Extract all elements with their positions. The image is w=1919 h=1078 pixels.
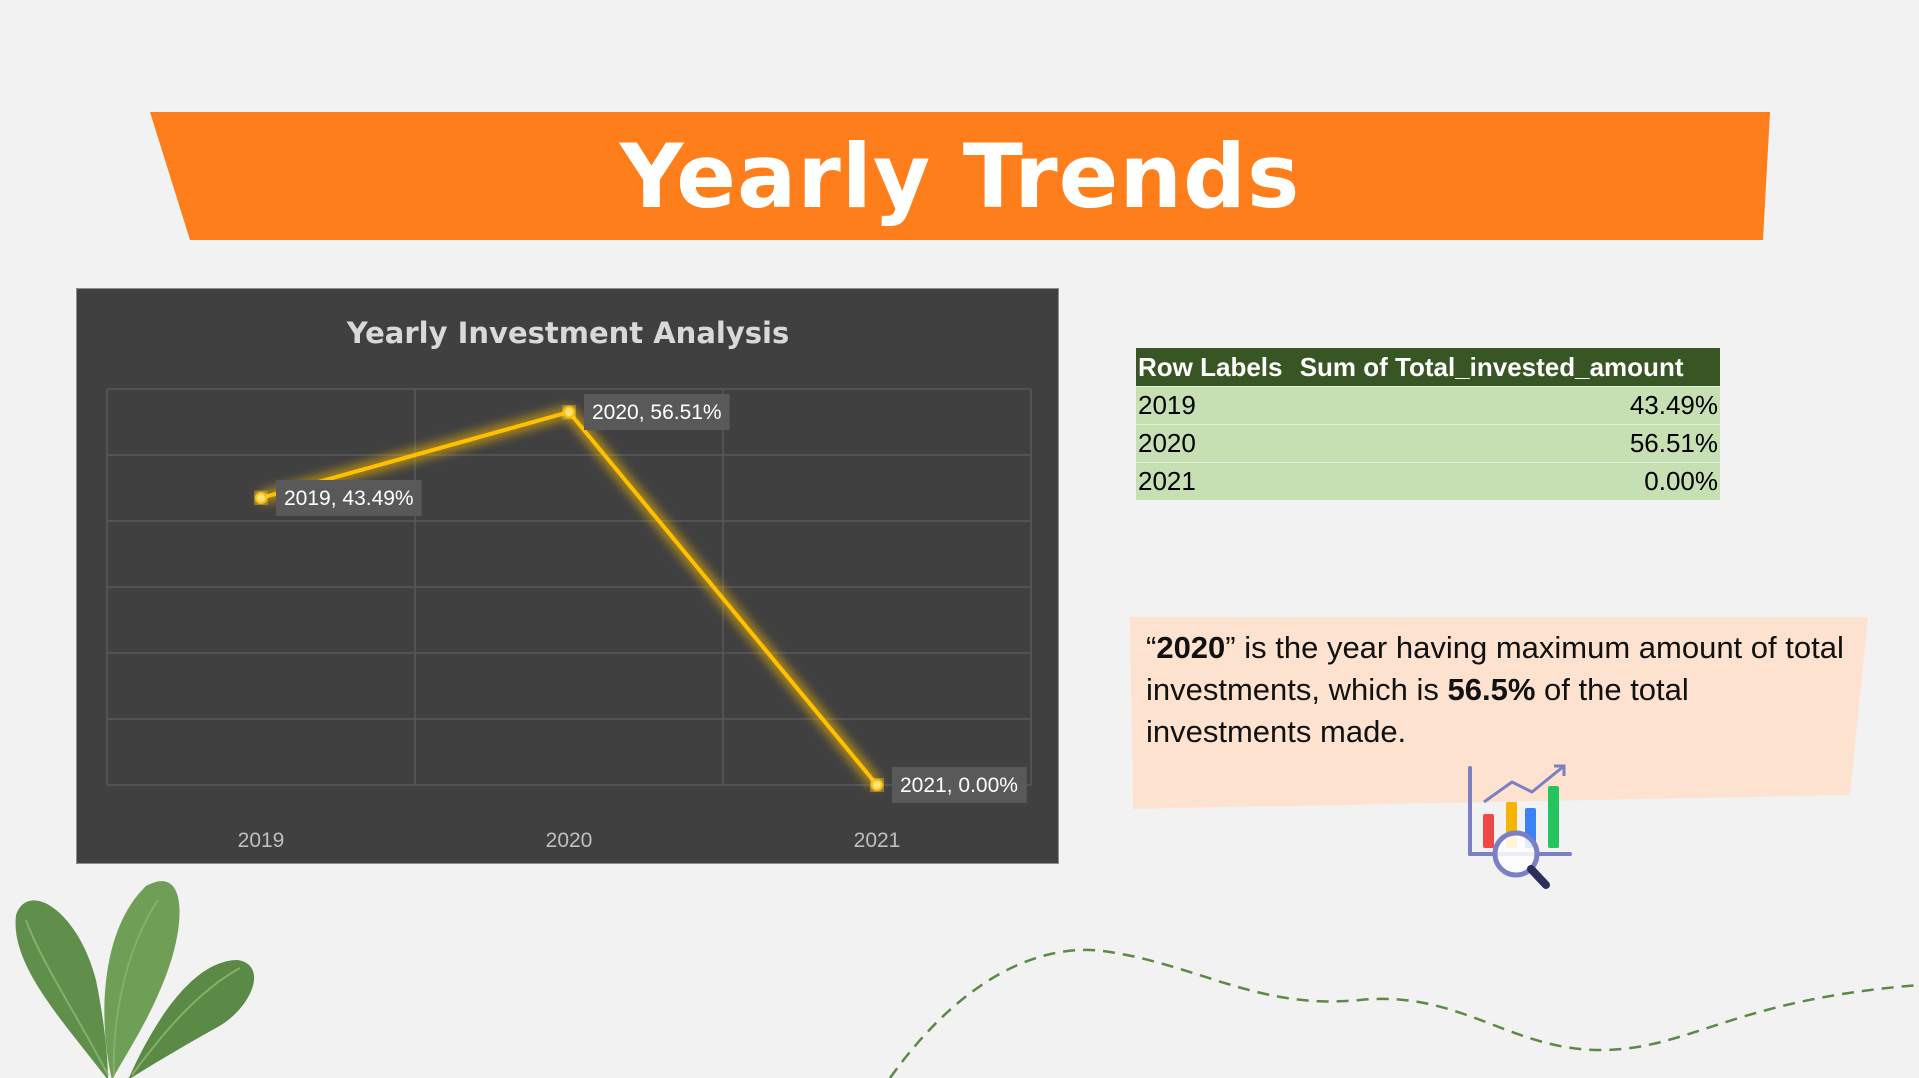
data-labels: 2019, 43.49% 2020, 56.51% 2021, 0.00% [276, 394, 1027, 803]
row-label: 2020 [1136, 424, 1298, 463]
data-label-box [584, 394, 730, 431]
x-tick-label: 2020 [546, 829, 593, 852]
data-label-box [276, 479, 422, 516]
callout-background [1130, 617, 1868, 809]
row-label: 2019 [1136, 386, 1298, 425]
x-tick-label: 2021 [854, 829, 901, 852]
row-value: 0.00% [1297, 462, 1720, 500]
plant-leaves-decoration [15, 881, 255, 1078]
pivot-header-sum: Sum of Total_invested_amount [1297, 348, 1720, 387]
x-tick-label: 2019 [238, 829, 285, 852]
row-value: 56.51% [1297, 424, 1720, 463]
insight-year: 2020 [1156, 630, 1226, 665]
insight-callout: “2020” is the year having maximum amount… [1130, 617, 1868, 809]
title-banner: Yearly Trends [150, 112, 1770, 240]
page-title: Yearly Trends [619, 124, 1301, 228]
row-value: 43.49% [1297, 386, 1720, 425]
data-point [871, 779, 883, 791]
data-label: 2020, 56.51% [592, 401, 722, 424]
insight-text-part-2: of the total investments made. [1146, 672, 1689, 749]
series-line [260, 410, 879, 787]
chart-panel: Yearly Investment Analysis 2019 2020 2021 … [76, 288, 1059, 864]
line-chart: Yearly Investment Analysis 2019 2020 2021 … [106, 316, 1032, 852]
table-row: 2019 43.49% [1136, 386, 1720, 425]
data-label: 2019, 43.49% [284, 487, 414, 510]
banner-background [150, 112, 1770, 240]
chart-gridlines [106, 388, 1032, 786]
data-label: 2021, 0.00% [900, 774, 1018, 797]
data-label-box [892, 767, 1027, 803]
row-label: 2021 [1136, 462, 1298, 500]
data-point [255, 491, 267, 504]
x-axis-ticks: 2019 2020 2021 [238, 829, 901, 852]
series-layer [255, 406, 883, 791]
table-row: 2021 0.00% [1136, 462, 1720, 500]
dashed-curve-decoration [888, 948, 1919, 1078]
pivot-table: Row Labels Sum of Total_invested_amount … [1136, 348, 1720, 500]
insight-percent: 56.5% [1447, 672, 1536, 707]
data-point [563, 406, 575, 419]
table-row: 2020 56.51% [1136, 424, 1720, 463]
chart-title: Yearly Investment Analysis [346, 316, 789, 350]
insight-text-part-1: ” is the year having maximum amount of t… [1146, 630, 1844, 707]
pivot-header-row: Row Labels Sum of Total_invested_amount [1136, 348, 1720, 387]
analytics-chart-magnifier-icon [1468, 764, 1572, 889]
open-quote: “ [1146, 630, 1157, 665]
insight-text: “2020” is the year having maximum amount… [1146, 627, 1846, 753]
pivot-header-row-labels: Row Labels [1136, 348, 1298, 387]
